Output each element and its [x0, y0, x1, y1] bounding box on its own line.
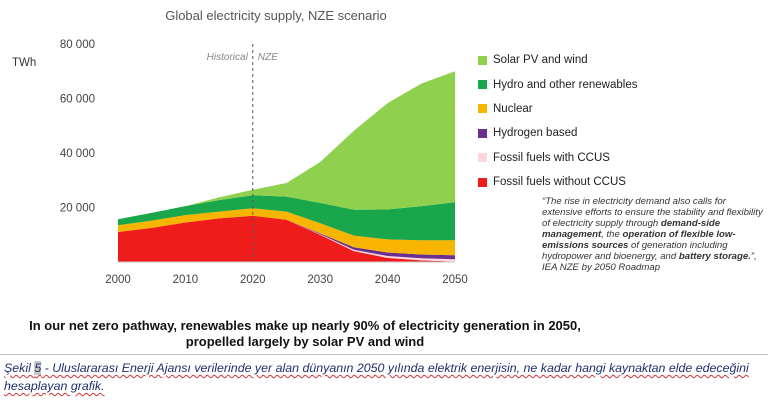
y-axis-label: TWh	[12, 57, 36, 69]
quote-block: “The rise in electricity demand also cal…	[542, 196, 768, 273]
headline: In our net zero pathway, renewables make…	[0, 318, 610, 350]
quote-source: ”, IEA NZE by 2050 Roadmap	[542, 251, 757, 273]
legend-swatch	[478, 128, 487, 138]
quote-mid-1: , the	[601, 229, 623, 240]
legend-label: Fossil fuels without CCUS	[493, 176, 626, 189]
legend-item: Hydrogen based	[478, 121, 637, 145]
area-series-2	[118, 215, 455, 260]
quote-intro: “The rise in electricity demand also cal…	[542, 196, 763, 229]
figure-caption: Şekil 5 - Uluslararası Enerji Ajansı ver…	[4, 359, 764, 395]
quote-bold-flexible-sources: operation of flexible low-emissions sour…	[542, 229, 736, 251]
legend-label: Solar PV and wind	[493, 54, 588, 67]
divider-label-nze: NZE	[258, 52, 278, 63]
quote-mid-2: of generation including hydropower and b…	[542, 240, 728, 262]
y-tick-label: 20 000	[60, 203, 95, 215]
legend-swatch	[478, 177, 487, 187]
area-series-5	[118, 71, 455, 220]
quote-bold-battery-storage: battery storage.	[678, 251, 751, 262]
legend-swatch	[478, 80, 487, 90]
legend-item: Nuclear	[478, 97, 637, 121]
caption-text: - Uluslararası Enerji Ajansı verilerinde…	[4, 361, 749, 393]
x-tick-label: 2040	[375, 274, 401, 286]
chart: Global electricity supply, NZE scenario …	[12, 8, 468, 286]
area-series-4	[118, 195, 455, 241]
legend-item: Solar PV and wind	[478, 48, 637, 72]
legend-item: Hydro and other renewables	[478, 72, 637, 96]
legend-label: Hydro and other renewables	[493, 78, 638, 91]
legend-item: Fossil fuels with CCUS	[478, 146, 637, 170]
y-tick-label: 80 000	[60, 39, 95, 51]
caption-figure-number: 5	[34, 361, 42, 375]
legend-item: Fossil fuels without CCUS	[478, 170, 637, 194]
headline-line-2: propelled largely by solar PV and wind	[185, 334, 425, 349]
x-tick-label: 2020	[240, 274, 266, 286]
caption-prefix: Şekil	[4, 361, 35, 375]
quote-bold-demand-side: demand-side management	[542, 218, 721, 240]
area-series-0	[118, 215, 455, 262]
y-tick-label: 40 000	[60, 148, 95, 160]
y-tick-label: 60 000	[60, 94, 95, 106]
legend-swatch	[478, 55, 487, 65]
legend-label: Nuclear	[493, 102, 533, 115]
legend-swatch	[478, 153, 487, 163]
legend: Solar PV and wind Hydro and other renewab…	[478, 48, 637, 194]
headline-line-1: In our net zero pathway, renewables make…	[29, 318, 581, 333]
x-tick-label: 2050	[442, 274, 468, 286]
caption-divider	[0, 354, 768, 355]
area-series-3	[118, 208, 455, 256]
legend-swatch	[478, 104, 487, 114]
divider-label-historical: Historical	[207, 52, 249, 63]
x-tick-label: 2030	[307, 274, 333, 286]
chart-title: Global electricity supply, NZE scenario	[165, 8, 387, 23]
legend-label: Fossil fuels with CCUS	[493, 151, 610, 164]
x-tick-label: 2010	[173, 274, 199, 286]
legend-label: Hydrogen based	[493, 127, 578, 140]
x-tick-label: 2000	[105, 274, 131, 286]
